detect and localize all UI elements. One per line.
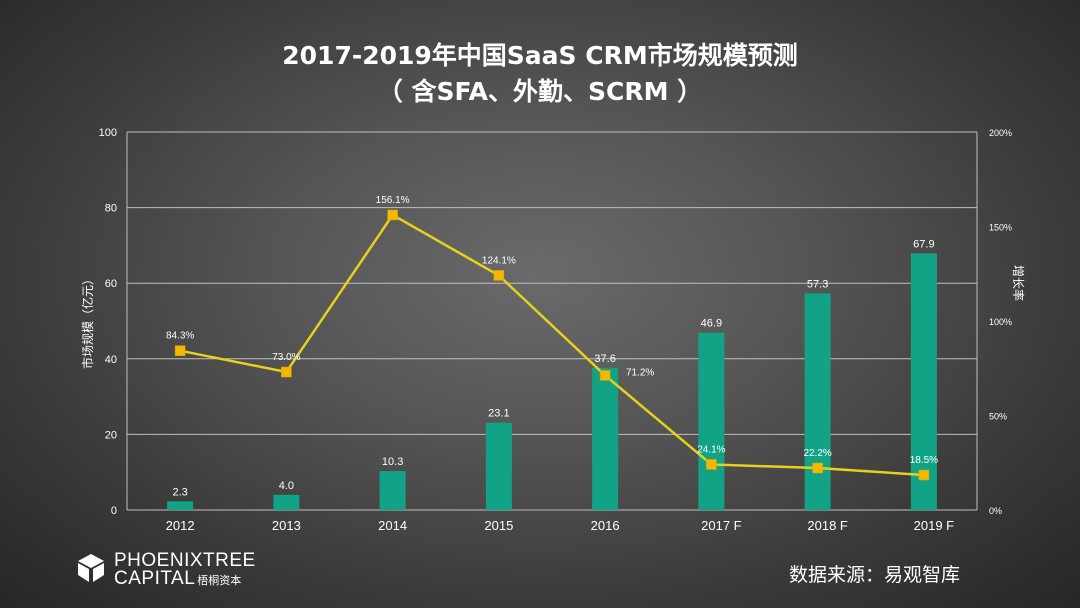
bar bbox=[273, 494, 300, 510]
growth-marker bbox=[174, 345, 186, 356]
bar bbox=[379, 471, 406, 510]
bar-value-label: 10.3 bbox=[382, 456, 403, 468]
growth-marker bbox=[918, 469, 930, 481]
x-tick-label: 2016 bbox=[591, 518, 620, 533]
growth-value-label: 18.5% bbox=[910, 455, 938, 466]
x-tick-label: 2015 bbox=[484, 518, 513, 533]
growth-value-label: 124.1% bbox=[482, 255, 516, 266]
y-left-axis-title: 市场规模（亿元） bbox=[80, 273, 95, 369]
bar-value-label: 67.9 bbox=[913, 238, 934, 250]
bar-value-label: 4.0 bbox=[279, 480, 294, 492]
y-right-tick-label: 50% bbox=[989, 412, 1007, 422]
logo-line2: CAPITAL 梧桐资本 bbox=[114, 568, 241, 590]
bar bbox=[167, 501, 194, 510]
bar bbox=[592, 367, 619, 510]
y-left-tick-label: 80 bbox=[105, 203, 117, 215]
growth-value-label: 71.2% bbox=[626, 367, 654, 378]
growth-value-label: 73.0% bbox=[272, 352, 300, 363]
growth-value-label: 22.2% bbox=[803, 448, 831, 459]
x-tick-label: 2018 F bbox=[807, 518, 848, 533]
chart-subtitle: （ 含SFA、外勤、SCRM ） bbox=[377, 77, 703, 106]
y-left-tick-label: 100 bbox=[99, 127, 117, 139]
y-left-tick-label: 20 bbox=[105, 429, 117, 441]
y-right-axis-title: 增长率 bbox=[1011, 265, 1026, 301]
logo-capital: CAPITAL bbox=[114, 568, 196, 589]
bar bbox=[485, 422, 512, 510]
x-tick-label: 2017 F bbox=[701, 518, 742, 533]
growth-marker bbox=[387, 209, 398, 221]
growth-value-label: 84.3% bbox=[166, 331, 194, 342]
x-tick-label: 2012 bbox=[166, 518, 195, 533]
bar-value-label: 37.6 bbox=[594, 353, 615, 365]
bar bbox=[804, 293, 831, 510]
x-tick-label: 2013 bbox=[272, 518, 301, 533]
growth-value-label: 156.1% bbox=[376, 195, 410, 206]
y-right-tick-label: 200% bbox=[989, 128, 1012, 138]
x-tick-label: 2019 F bbox=[914, 518, 955, 533]
x-tick-label: 2014 bbox=[378, 518, 407, 533]
bar bbox=[910, 253, 937, 510]
growth-marker bbox=[281, 366, 292, 378]
logo-line1: PHOENIXTREE bbox=[114, 550, 256, 571]
bar-value-label: 23.1 bbox=[488, 408, 509, 420]
growth-marker bbox=[493, 270, 505, 281]
growth-line bbox=[179, 213, 924, 477]
bar bbox=[698, 332, 725, 510]
growth-marker bbox=[599, 370, 611, 381]
cube-icon bbox=[78, 554, 104, 582]
y-left-tick-label: 40 bbox=[105, 354, 117, 366]
y-right-tick-label: 100% bbox=[989, 317, 1012, 327]
growth-marker bbox=[706, 459, 717, 470]
growth-marker bbox=[812, 462, 823, 474]
bar-value-label: 2.3 bbox=[172, 486, 187, 498]
data-source: 数据来源：易观智库 bbox=[788, 564, 960, 586]
logo-cn: 梧桐资本 bbox=[197, 575, 242, 587]
y-right-tick-label: 0% bbox=[989, 506, 1002, 516]
y-left-tick-label: 60 bbox=[105, 278, 117, 290]
y-left-tick-label: 0 bbox=[111, 505, 117, 517]
y-right-tick-label: 150% bbox=[989, 223, 1012, 233]
bar-value-label: 46.9 bbox=[701, 318, 722, 330]
bar-value-label: 57.3 bbox=[807, 278, 828, 290]
growth-value-label: 24.1% bbox=[697, 444, 725, 455]
chart-title: 2017-2019年中国SaaS CRM市场规模预测 bbox=[282, 41, 798, 70]
